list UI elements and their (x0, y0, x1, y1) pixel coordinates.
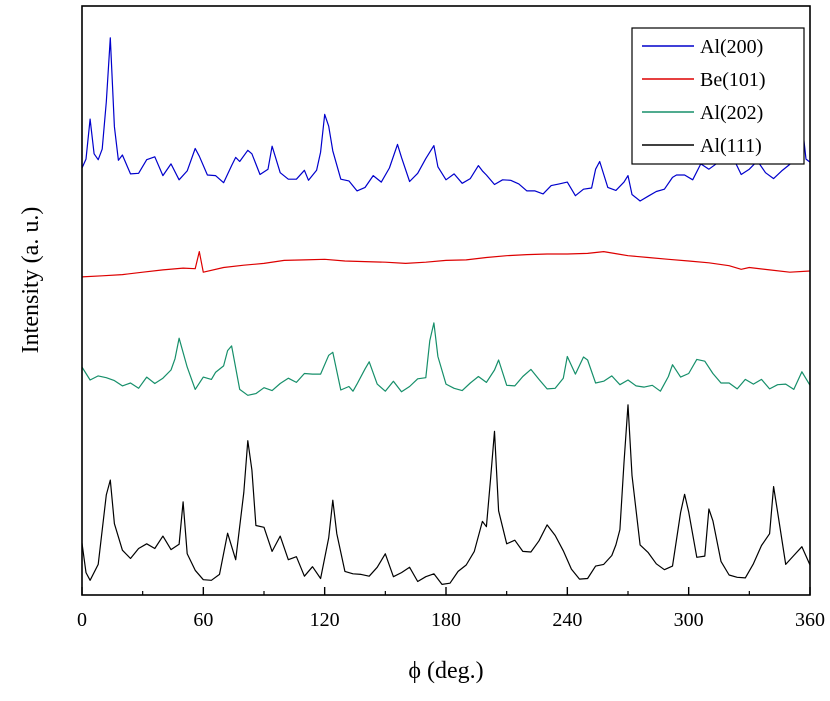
x-axis-title: ϕ (deg.) (408, 658, 483, 684)
series-line-2 (81, 322, 811, 396)
x-tick-label: 60 (193, 609, 213, 631)
x-tick-label: 300 (674, 609, 704, 631)
series-line-3 (81, 404, 811, 586)
plot-frame (81, 5, 811, 596)
x-tick-label: 180 (431, 609, 461, 631)
legend-label-0: Al(200) (700, 36, 763, 58)
x-tick-label: 0 (77, 609, 87, 631)
legend-label-1: Be(101) (700, 69, 766, 91)
series-line-0 (81, 37, 811, 202)
x-axis-ticks: 0 60 120 180 240 300 360 (77, 587, 825, 631)
legend: Al(200) Be(101) Al(202) Al(111) (631, 27, 805, 165)
x-tick-label: 120 (310, 609, 340, 631)
legend-label-3: Al(111) (700, 135, 762, 157)
x-tick-label: 360 (795, 609, 825, 631)
y-axis-title: Intensity (a. u.) (18, 207, 44, 354)
x-tick-label: 240 (552, 609, 582, 631)
series-line-1 (81, 251, 811, 278)
legend-box (631, 27, 805, 165)
legend-label-2: Al(202) (700, 102, 763, 124)
series-lines (81, 37, 811, 586)
